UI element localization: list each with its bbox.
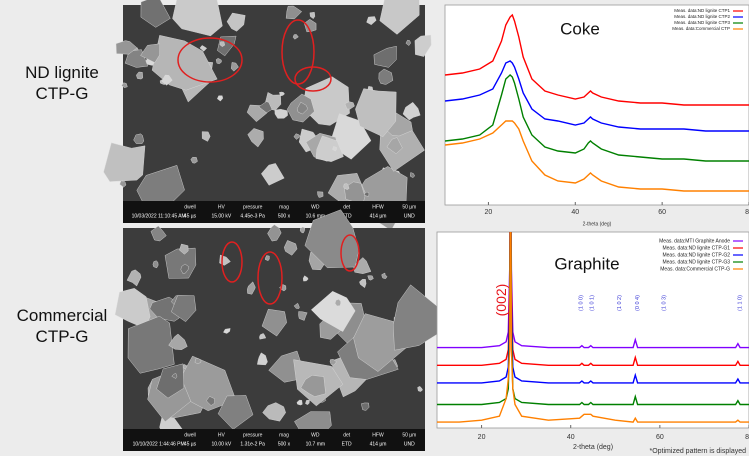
legend-label: Meas. data:Commercial CTP-G — [660, 266, 730, 272]
x-tick-label: 40 — [571, 209, 579, 216]
chart-title: Graphite — [554, 254, 619, 273]
databar-head: HFW — [372, 204, 384, 210]
databar-value: 414 µm — [370, 213, 387, 219]
particle — [153, 261, 158, 268]
databar-head: pressure — [243, 204, 263, 210]
databar-value: 1.31e-2 Pa — [240, 441, 265, 447]
databar-head: 50 µm — [402, 432, 416, 438]
peak-label: (002) — [493, 284, 509, 317]
peak-label: (1 0 2) — [617, 295, 623, 311]
x-tick-label: 20 — [485, 209, 493, 216]
legend-label: Meas. data:ND lignite CTP-G2 — [662, 252, 730, 258]
page: ND lignite CTP-G Commercial CTP-G 10/03/… — [0, 0, 749, 456]
peak-label: (0 0 4) — [635, 295, 641, 311]
databar-head: dwell — [184, 204, 195, 210]
legend-label: Meas. data:MTI Graphite Anode — [659, 238, 730, 244]
databar-head: HV — [218, 432, 226, 438]
x-tick-label: 80 — [745, 209, 749, 216]
legend-label: Meas. data:ND lignite CTP2 — [674, 14, 730, 19]
databar-value: UND — [404, 213, 415, 219]
databar-value: 414 µm — [370, 441, 387, 447]
databar-value: 10/10/2022 1:44:46 PM — [133, 441, 185, 447]
legend-label: Meas. data:Commercial CTP — [672, 26, 730, 31]
peak-label: (1 0 1) — [590, 295, 596, 311]
databar-head: WD — [311, 204, 320, 210]
x-tick-label: 40 — [567, 434, 575, 441]
databar-head: mag — [279, 204, 289, 210]
x-tick-label: 20 — [478, 434, 486, 441]
sem-image: 10/03/2022 11:10:45 AM dwell 45 µs HV 15.00 … — [104, 0, 432, 231]
databar-head: det — [343, 204, 351, 210]
footnote: *Optimized pattern is displayed — [650, 448, 747, 455]
legend-label: Meas. data:ND lignite CTP-G1 — [662, 245, 730, 251]
legend-label: Meas. data:ND lignite CTP1 — [674, 8, 730, 13]
databar-value: 10.00 kV — [211, 441, 231, 447]
peak-label: (1 0 0) — [578, 295, 584, 311]
databar-head: dwell — [184, 432, 195, 438]
databar-head: pressure — [243, 432, 263, 438]
x-tick-label: 60 — [656, 434, 664, 441]
databar-head: HV — [218, 204, 226, 210]
databar-head: 50 µm — [402, 204, 416, 210]
x-tick-label: 80 — [745, 434, 749, 441]
legend-label: Meas. data:ND lignite CTP3 — [674, 20, 730, 25]
databar-value: 45 µs — [184, 441, 197, 447]
particle — [275, 109, 288, 118]
peak-label: (1 1 0) — [738, 295, 744, 311]
databar-value: 4.45e-3 Pa — [240, 213, 265, 219]
peak-label: (1 0 3) — [661, 295, 667, 311]
databar-head: det — [343, 432, 351, 438]
sem-image: 10/10/2022 1:44:46 PM dwell 45 µs HV 10.00 k… — [115, 210, 453, 451]
databar-value: 15.00 kV — [211, 213, 231, 219]
databar-value: 500 x — [278, 213, 291, 219]
chart-title: Coke — [560, 19, 600, 38]
databar-value: 500 x — [278, 441, 291, 447]
x-axis-label: 2-theta (deg) — [573, 444, 613, 451]
databar-value: 10.7 mm — [306, 441, 325, 447]
x-axis-label: 2-theta (deg) — [583, 221, 612, 227]
legend-label: Meas. data:ND lignite CTP-G3 — [662, 259, 730, 265]
databar-value: 45 µs — [184, 213, 197, 219]
figure: 10/03/2022 11:10:45 AM dwell 45 µs HV 15.00 … — [0, 0, 749, 456]
databar-head: WD — [311, 432, 320, 438]
databar-value: UND — [404, 441, 415, 447]
databar-value: 10/03/2022 11:10:45 AM — [132, 213, 186, 219]
particle — [104, 143, 145, 182]
databar-head: mag — [279, 432, 289, 438]
databar-head: HFW — [372, 432, 384, 438]
x-tick-label: 60 — [658, 209, 666, 216]
databar-value: ETD — [342, 441, 352, 447]
